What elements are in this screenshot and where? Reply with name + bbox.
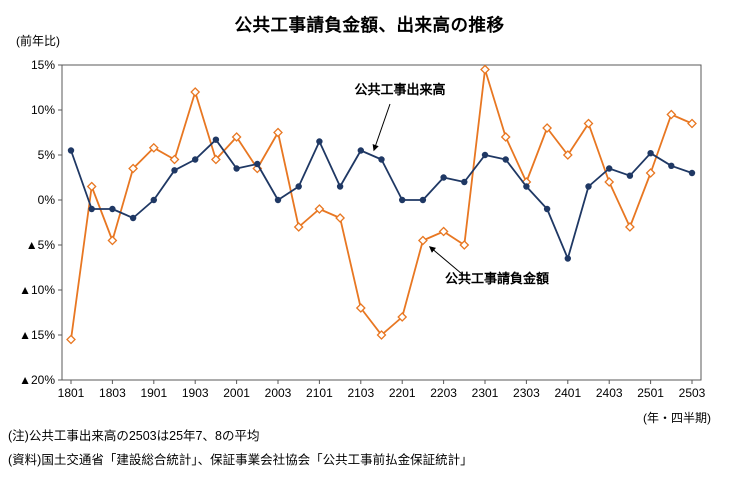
data-point-diamond: [273, 127, 283, 138]
data-point-circle: [109, 205, 116, 213]
data-point-circle: [461, 178, 468, 186]
x-tick-label: 1803: [99, 386, 126, 400]
x-tick-label: 1801: [58, 386, 85, 400]
x-tick-label: 2201: [389, 386, 416, 400]
data-point-circle: [564, 255, 571, 262]
source-note: (資料)国土交通省「建設総合統計」、保証事業会社協会「公共工事前払金保証統計」: [8, 453, 473, 467]
data-point-diamond: [687, 118, 697, 129]
x-tick-label: 2503: [679, 386, 706, 400]
data-point-circle: [336, 183, 344, 190]
data-point-diamond: [86, 181, 97, 192]
data-point-circle: [440, 174, 447, 181]
x-tick-label: 2103: [347, 386, 374, 400]
data-point-circle: [543, 205, 551, 213]
y-tick-label: ▲15%: [19, 328, 55, 342]
data-point-diamond: [210, 154, 221, 165]
data-point-diamond: [542, 123, 553, 133]
plot-area: [61, 64, 702, 381]
y-tick-label: 0%: [38, 193, 56, 207]
data-point-diamond: [417, 235, 428, 246]
data-point-diamond: [148, 142, 159, 153]
data-point-circle: [295, 183, 302, 190]
series-annotation-label: 公共工事請負金額: [445, 271, 549, 286]
x-tick-label: 2401: [554, 386, 581, 400]
trend-line-chart: 15% 10% 5% 0% ▲5% ▲10% ▲15% ▲20%1801 1803 1901 190…: [19, 58, 706, 400]
data-point-circle: [357, 147, 364, 154]
data-point-diamond: [562, 150, 573, 160]
data-point-diamond: [459, 240, 470, 250]
data-point-diamond: [314, 204, 325, 214]
data-point-circle: [88, 205, 95, 213]
data-point-circle: [67, 147, 75, 154]
data-point-circle: [274, 196, 282, 204]
data-point-diamond: [66, 334, 76, 345]
data-point-diamond: [666, 109, 677, 120]
data-point-diamond: [231, 132, 242, 142]
y-tick-label: 10%: [31, 103, 55, 117]
y-tick-label: ▲5%: [26, 238, 56, 252]
data-point-circle: [585, 183, 592, 190]
x-tick-label: 1901: [140, 386, 167, 400]
data-point-diamond: [583, 118, 594, 129]
y-tick-label: 5%: [38, 148, 56, 162]
data-point-diamond: [397, 312, 408, 322]
y-axis-unit-label: (前年比): [16, 34, 60, 48]
data-point-diamond: [128, 163, 139, 174]
data-point-circle: [502, 156, 509, 163]
data-point-diamond: [376, 330, 387, 340]
data-point-circle: [150, 196, 157, 204]
data-point-circle: [129, 214, 137, 222]
x-tick-label: 1903: [182, 386, 209, 400]
data-point-diamond: [190, 87, 201, 97]
data-point-diamond: [480, 64, 490, 75]
data-point-circle: [523, 183, 530, 190]
series-annotation-label: 公共工事出来高: [354, 82, 445, 97]
data-point-circle: [668, 162, 675, 169]
data-point-diamond: [169, 154, 180, 165]
footnote: (注)公共工事出来高の2503は25年7、8の平均: [8, 429, 260, 443]
data-point-diamond: [335, 213, 346, 223]
x-tick-label: 2101: [306, 386, 333, 400]
y-tick-label: ▲20%: [19, 373, 55, 387]
data-point-diamond: [500, 132, 511, 142]
x-tick-label: 2403: [596, 386, 623, 400]
chart-title: 公共工事請負金額、出来高の推移: [234, 15, 505, 35]
x-tick-label: 2303: [513, 386, 540, 400]
data-point-circle: [419, 196, 427, 204]
data-point-diamond: [355, 303, 366, 313]
data-point-circle: [688, 169, 696, 177]
x-tick-label: 2003: [265, 386, 292, 400]
data-point-diamond: [293, 222, 304, 232]
x-axis-unit-label: (年・四半期): [643, 411, 711, 425]
data-point-circle: [254, 160, 261, 168]
x-tick-label: 2301: [472, 386, 499, 400]
x-tick-label: 2203: [430, 386, 457, 400]
data-point-circle: [192, 156, 199, 163]
annotation-arrow: [372, 103, 391, 152]
data-point-diamond: [107, 235, 118, 246]
x-tick-label: 2501: [637, 386, 664, 400]
data-point-circle: [378, 156, 385, 163]
data-point-diamond: [604, 177, 615, 187]
data-point-diamond: [645, 168, 656, 178]
data-point-circle: [316, 138, 323, 145]
data-point-circle: [647, 150, 654, 157]
data-point-circle: [399, 196, 406, 204]
data-point-circle: [171, 167, 178, 174]
y-tick-label: 15%: [31, 58, 55, 72]
data-point-diamond: [624, 222, 635, 232]
data-point-circle: [606, 165, 613, 172]
data-point-circle: [626, 172, 634, 179]
data-point-circle: [233, 165, 240, 172]
x-tick-label: 2001: [223, 386, 250, 400]
data-point-circle: [481, 151, 489, 159]
data-point-diamond: [438, 226, 449, 237]
data-point-circle: [212, 136, 220, 143]
y-tick-label: ▲10%: [19, 283, 55, 297]
annotation-arrow: [429, 246, 463, 275]
